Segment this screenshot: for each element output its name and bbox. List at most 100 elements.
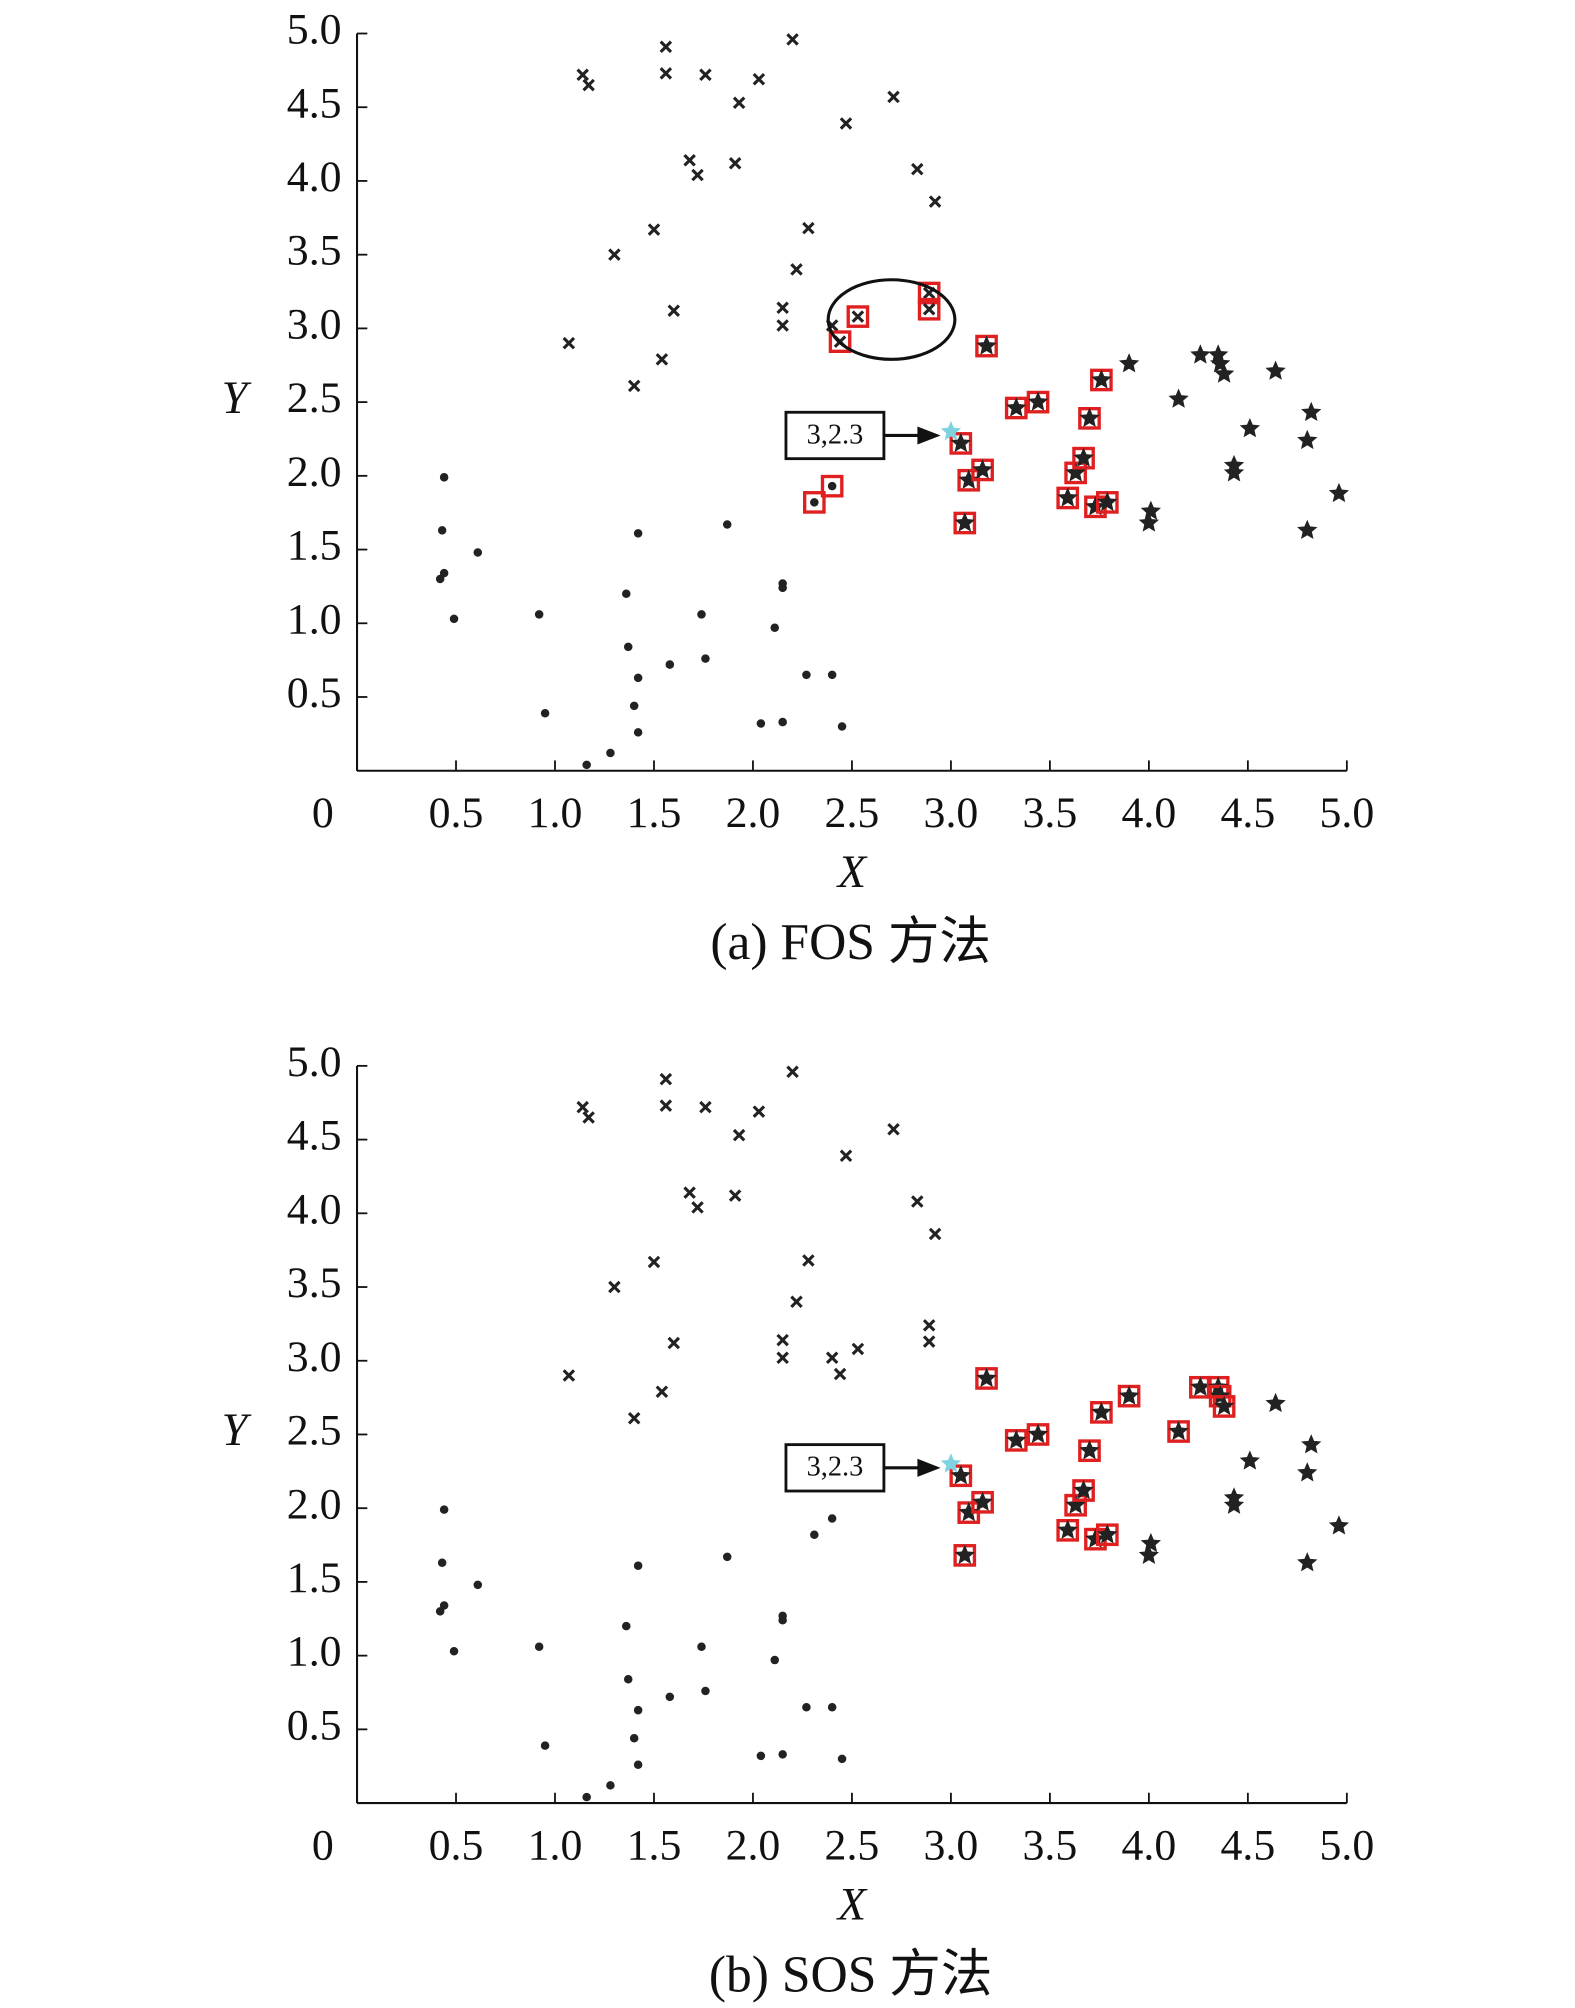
star-point [1118, 1385, 1140, 1405]
x-tick-label: 4.5 [1220, 789, 1275, 837]
dot-point [534, 1642, 544, 1652]
star-point [1223, 462, 1245, 482]
cross-point [776, 1351, 789, 1365]
dot-point [435, 574, 445, 584]
dot-point [622, 1621, 631, 1631]
x-tick-label: 5.0 [1319, 789, 1374, 837]
cross-point [659, 40, 673, 54]
x-tick-label: 0.5 [429, 789, 484, 837]
cross-point [608, 1280, 621, 1294]
cross-point [659, 67, 673, 80]
star-point [1140, 1532, 1162, 1553]
cross-point [839, 117, 853, 130]
dot-point [437, 526, 447, 535]
star-point [954, 1544, 975, 1564]
star-point [954, 512, 975, 532]
star-point [940, 420, 962, 441]
star-point [1140, 500, 1162, 520]
star-point [1073, 447, 1094, 467]
cross-point [790, 1295, 803, 1309]
annotation-arrowhead [917, 426, 941, 445]
star-point [1006, 397, 1027, 417]
cross-point [887, 1123, 900, 1136]
cross-point [691, 168, 704, 182]
cross-point [683, 154, 696, 167]
dot-point [606, 1781, 615, 1790]
cross-point [667, 304, 681, 317]
cross-point [776, 319, 789, 332]
dot-point [473, 548, 483, 557]
star-point [1138, 512, 1160, 532]
star-point [1006, 1429, 1027, 1449]
dot-point [665, 660, 675, 669]
star-point [1168, 1420, 1189, 1441]
y-tick-label: 2.5 [287, 374, 342, 422]
dot-point [582, 760, 591, 770]
y-tick-label: 4.0 [287, 1185, 342, 1233]
cross-point [647, 1255, 661, 1269]
y-tick-label: 2.5 [287, 1407, 342, 1455]
star-point [1097, 491, 1118, 512]
dot-point [435, 1607, 445, 1616]
dot-point [449, 614, 459, 624]
y-axis-label: Y [222, 373, 252, 424]
cross-point [691, 1201, 704, 1214]
dot-point [633, 1705, 643, 1715]
x-axis-label: X [836, 1879, 868, 1930]
cross-point [562, 1369, 576, 1382]
x-tick-label: 4.0 [1122, 1822, 1177, 1870]
cross-point [851, 1342, 865, 1356]
cross-point [911, 162, 924, 176]
dot-point [810, 498, 819, 507]
x-tick-label: 2.5 [825, 1822, 880, 1870]
cross-point [732, 96, 746, 110]
x-tick-label: 3.5 [1023, 1822, 1078, 1870]
x-tick-label: 1.5 [627, 789, 682, 837]
dot-point [622, 589, 631, 599]
star-point [1297, 429, 1318, 450]
star-point [1190, 1376, 1211, 1396]
cross-point [928, 1227, 942, 1241]
star-point [972, 1491, 993, 1511]
dot-point [439, 473, 449, 482]
annotation-arrowhead [917, 1458, 941, 1477]
cross-point [839, 1149, 853, 1163]
star-point [1239, 417, 1260, 438]
y-tick-label: 5.0 [287, 1038, 342, 1086]
dot-point [633, 1561, 643, 1570]
dot-point [439, 1505, 449, 1514]
cross-point [576, 68, 589, 82]
cross-point [922, 302, 936, 316]
cross-point [728, 1189, 742, 1202]
cross-point [802, 221, 815, 235]
cross-point [659, 1072, 673, 1086]
chart-title: (a) FOS 方法 [710, 914, 991, 971]
star-point [1297, 1462, 1318, 1482]
star-point [1138, 1544, 1160, 1564]
star-point [958, 1501, 979, 1522]
dot-point [837, 722, 847, 731]
star-point [972, 459, 993, 479]
y-tick-label: 3.0 [287, 300, 342, 348]
star-point [1091, 369, 1112, 389]
x-tick-label: 4.0 [1122, 789, 1177, 837]
dot-point [778, 1615, 787, 1625]
dot-point [701, 1686, 710, 1696]
cross-point [752, 72, 766, 86]
star-point [1079, 407, 1100, 427]
star-point [1297, 519, 1318, 540]
y-tick-label: 4.0 [287, 153, 342, 201]
dot-point [810, 1530, 819, 1539]
x-tick-label: 0 [312, 1822, 334, 1870]
y-tick-label: 4.5 [287, 79, 342, 127]
cross-point [851, 310, 865, 323]
star-point [1265, 360, 1286, 380]
cross-point [911, 1195, 924, 1208]
cross-point [659, 1099, 673, 1112]
x-axis-label: X [836, 847, 868, 898]
dot-point [697, 610, 706, 619]
cross-point [786, 33, 799, 46]
dot-point [629, 1733, 639, 1743]
star-point [1223, 1494, 1245, 1514]
cross-point [928, 195, 942, 208]
